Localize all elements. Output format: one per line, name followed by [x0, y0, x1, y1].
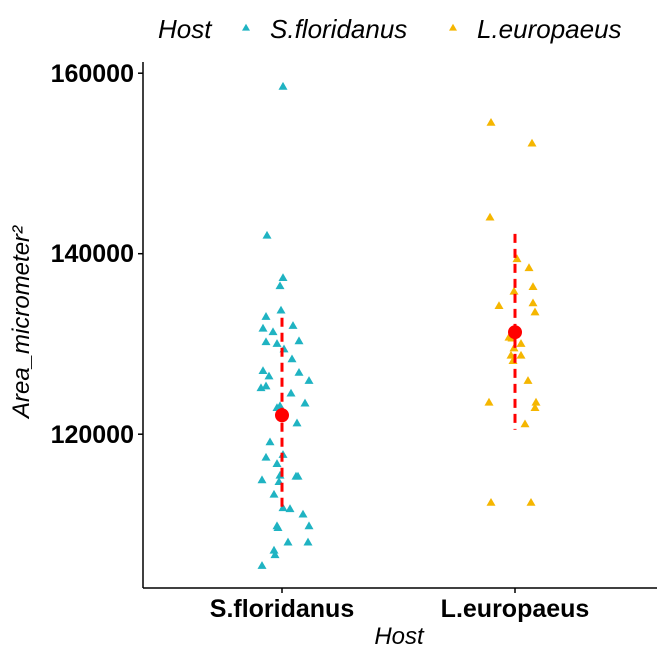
point-l-europaeus [494, 301, 504, 310]
point-s-floridanus [300, 398, 310, 407]
point-s-floridanus [294, 336, 304, 345]
point-l-europaeus [526, 497, 536, 506]
point-s-floridanus [275, 281, 285, 290]
y-tick-label: 140000 [51, 240, 134, 268]
point-l-europaeus [530, 307, 540, 316]
point-s-floridanus [268, 327, 278, 336]
point-l-europaeus [512, 254, 522, 263]
point-l-europaeus [527, 138, 537, 147]
point-s-floridanus [261, 381, 271, 390]
point-s-floridanus [287, 354, 297, 363]
point-s-floridanus [292, 418, 302, 427]
point-s-floridanus [272, 459, 282, 467]
x-tick-label-s-floridanus: S.floridanus [210, 595, 354, 623]
legend-label-s-floridanus: S.floridanus [270, 14, 407, 44]
point-l-europaeus [506, 350, 516, 359]
point-s-floridanus [303, 537, 313, 546]
mean-point-s-floridanus [275, 408, 289, 423]
point-s-floridanus [262, 230, 272, 239]
legend: Host S.floridanus L.europaeus [158, 14, 622, 44]
point-l-europaeus [516, 339, 526, 347]
point-l-europaeus [523, 376, 533, 384]
y-tick-label: 120000 [51, 421, 134, 449]
point-l-europaeus [484, 397, 494, 406]
point-s-floridanus [283, 537, 293, 546]
y-axis-title: Area_micrometer² [8, 225, 35, 420]
point-s-floridanus [278, 273, 288, 282]
y-tick-label: 160000 [51, 60, 134, 88]
point-s-floridanus [286, 388, 296, 397]
point-l-europaeus [520, 419, 530, 428]
point-s-floridanus [270, 550, 280, 559]
point-l-europaeus [486, 497, 496, 506]
point-s-floridanus [285, 504, 295, 513]
point-s-floridanus [293, 471, 303, 480]
point-s-floridanus [258, 366, 268, 374]
point-s-floridanus [294, 367, 304, 376]
y-ticks: 120000 140000 160000 [51, 60, 143, 449]
point-s-floridanus [269, 545, 279, 554]
point-l-europaeus [524, 263, 534, 272]
point-l-europaeus [509, 286, 519, 295]
legend-marker-l-europaeus [449, 23, 457, 31]
point-s-floridanus [298, 509, 308, 518]
point-s-floridanus [269, 489, 279, 498]
mean-point-l-europaeus [508, 325, 522, 340]
point-s-floridanus [288, 321, 298, 329]
point-s-floridanus [273, 523, 283, 532]
point-l-europaeus [528, 282, 538, 291]
point-s-floridanus [304, 521, 314, 530]
point-s-floridanus [257, 561, 267, 569]
point-s-floridanus [265, 437, 275, 446]
point-s-floridanus [261, 312, 271, 320]
point-s-floridanus [304, 376, 314, 384]
point-s-floridanus [257, 475, 267, 484]
legend-label-l-europaeus: L.europaeus [477, 14, 622, 44]
point-s-floridanus [278, 503, 288, 512]
point-l-europaeus [528, 298, 538, 307]
legend-title: Host [158, 14, 213, 44]
point-l-europaeus [530, 403, 540, 411]
point-s-floridanus [256, 383, 266, 392]
axes [142, 62, 657, 589]
point-s-floridanus [261, 337, 271, 346]
x-ticks: S.floridanus L.europaeus [210, 588, 590, 623]
point-s-floridanus [278, 81, 288, 90]
point-l-europaeus [531, 397, 541, 406]
point-s-floridanus [272, 339, 282, 347]
summary-layer [275, 233, 522, 512]
point-s-floridanus [258, 323, 268, 332]
data-points [256, 81, 541, 569]
legend-marker-s-floridanus [242, 23, 250, 31]
point-l-europaeus [485, 212, 495, 221]
point-s-floridanus [264, 371, 274, 380]
point-s-floridanus [276, 305, 286, 314]
point-l-europaeus [486, 118, 496, 126]
point-l-europaeus [516, 350, 526, 359]
x-axis-title: Host [374, 623, 425, 650]
x-tick-label-l-europaeus: L.europaeus [441, 595, 590, 623]
point-s-floridanus [261, 452, 271, 461]
